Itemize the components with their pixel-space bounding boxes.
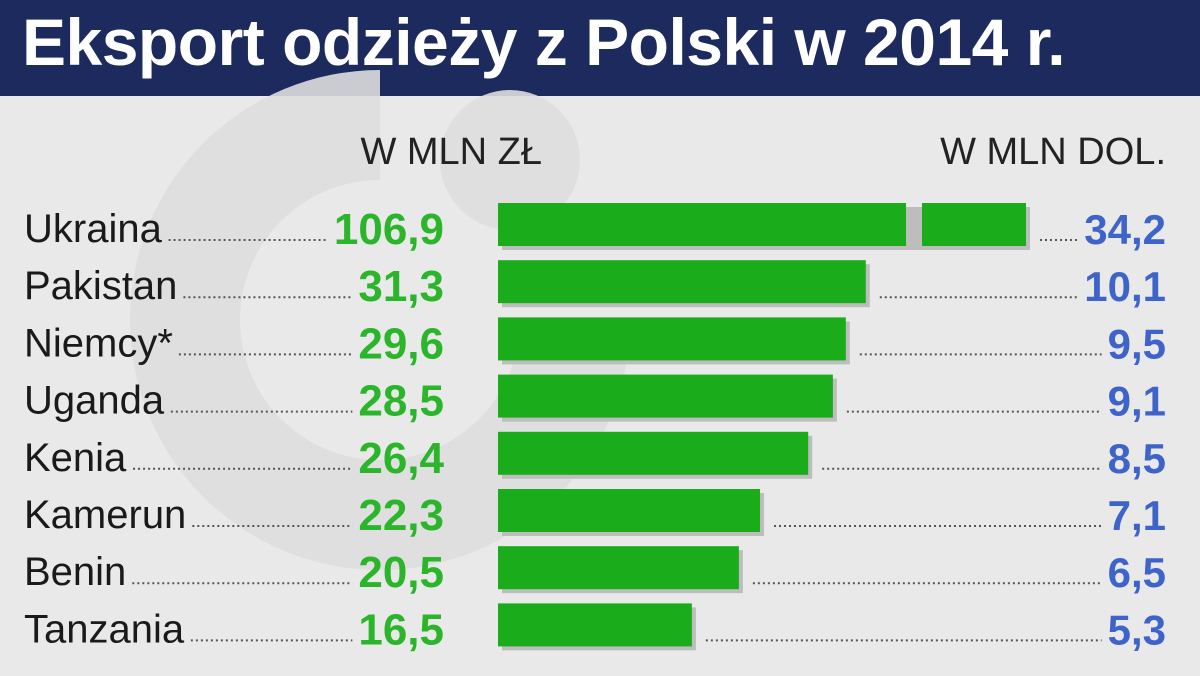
value-label-pln: 20,5 xyxy=(358,548,444,597)
chart-header: Eksport odzieży z Polski w 2014 r. xyxy=(0,0,1200,96)
column-label-usd: W MLN DOL. xyxy=(940,131,1166,173)
value-label-usd: 9,1 xyxy=(1108,378,1166,425)
category-label: Ukraina xyxy=(24,207,163,251)
bar xyxy=(498,546,739,590)
bar xyxy=(498,374,833,418)
chart-rows: Ukraina 106,9 34,2 Pakistan 31,3 10,1 Niemcy* 2… xyxy=(24,203,1166,654)
category-label: Niemcy* xyxy=(24,321,173,365)
category-label: Uganda xyxy=(24,379,165,423)
category-label: Benin xyxy=(24,550,126,594)
chart-title: Eksport odzieży z Polski w 2014 r. xyxy=(22,5,1066,79)
value-label-usd: 10,1 xyxy=(1084,263,1166,310)
bar xyxy=(498,603,692,647)
bar xyxy=(498,317,846,361)
value-label-pln: 28,5 xyxy=(358,377,444,426)
value-label-pln: 29,6 xyxy=(358,319,444,368)
chart-row: Kenia 26,4 8,5 xyxy=(24,431,1166,483)
value-label-usd: 8,5 xyxy=(1108,435,1166,482)
category-label: Tanzania xyxy=(24,607,185,651)
value-label-usd: 7,1 xyxy=(1108,492,1166,539)
bar-chart: W MLN ZŁ W MLN DOL. Ukraina 106,9 34,2 Paki… xyxy=(24,131,1166,654)
chart-row: Uganda 28,5 9,1 xyxy=(24,374,1166,426)
bar xyxy=(498,203,906,246)
value-label-usd: 5,3 xyxy=(1108,606,1166,653)
value-label-pln: 26,4 xyxy=(358,434,444,483)
category-label: Kenia xyxy=(24,436,127,480)
value-label-pln: 16,5 xyxy=(358,605,444,654)
chart-row: Kamerun 22,3 7,1 xyxy=(24,489,1166,540)
chart-row: Pakistan 31,3 10,1 xyxy=(24,260,1166,311)
value-label-usd: 6,5 xyxy=(1108,549,1166,596)
bar xyxy=(498,489,761,532)
category-label: Pakistan xyxy=(24,264,177,308)
bar-segment xyxy=(922,203,1026,246)
bar xyxy=(498,260,866,304)
value-label-pln: 31,3 xyxy=(358,262,444,311)
bar xyxy=(498,431,809,475)
chart-row: Ukraina 106,9 34,2 xyxy=(24,203,1166,254)
value-label-pln: 22,3 xyxy=(358,491,444,540)
column-label-pln: W MLN ZŁ xyxy=(360,131,542,173)
value-label-usd: 34,2 xyxy=(1084,206,1166,253)
value-label-pln: 106,9 xyxy=(334,205,444,254)
chart-row: Niemcy* 29,6 9,5 xyxy=(24,317,1166,368)
chart-row: Tanzania 16,5 5,3 xyxy=(24,603,1166,654)
value-label-usd: 9,5 xyxy=(1108,320,1166,367)
category-label: Kamerun xyxy=(24,493,186,537)
chart-row: Benin 20,5 6,5 xyxy=(24,546,1166,597)
